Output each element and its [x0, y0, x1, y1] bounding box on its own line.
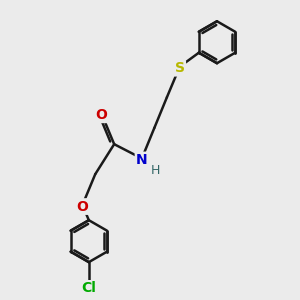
Text: O: O — [95, 108, 107, 122]
Text: N: N — [136, 153, 148, 167]
Text: O: O — [76, 200, 88, 214]
Text: H: H — [150, 164, 160, 177]
Text: Cl: Cl — [81, 281, 96, 296]
Text: S: S — [175, 61, 185, 75]
